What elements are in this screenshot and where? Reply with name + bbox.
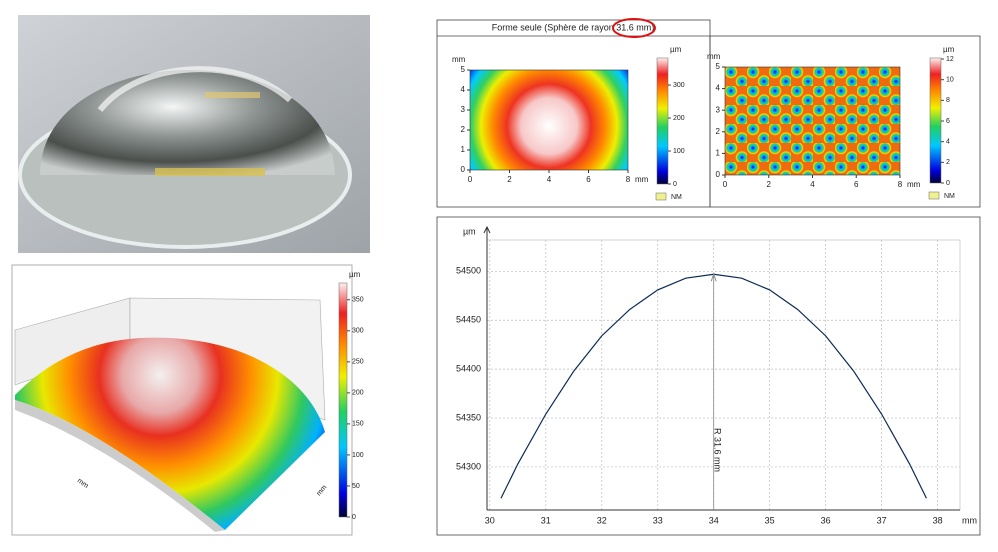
legend-swatch	[655, 192, 667, 201]
y-tick-label: 4	[716, 84, 721, 93]
surface-plot	[11, 264, 353, 536]
x-tick-label: 34	[709, 515, 719, 525]
x-tick-label: 2	[767, 180, 772, 189]
annotation-arrowhead	[710, 272, 717, 282]
colorbar-label: µm	[349, 270, 361, 279]
x-tick-label: 8	[626, 175, 631, 184]
colorbar-tick-label: 100	[673, 148, 685, 155]
y-tick-label: 54350	[456, 412, 481, 422]
x-tick-label: 0	[723, 180, 728, 189]
panel-title: Forme seule (Sphère de rayon 31.6 mm)	[492, 22, 655, 32]
x-tick-label: 32	[597, 515, 607, 525]
colorbar-tick-label: 300	[352, 328, 364, 335]
axis-arrow	[483, 225, 491, 234]
x-tick-label: 6	[854, 180, 859, 189]
colorbar-label: µm	[670, 45, 682, 54]
x-tick-label: 33	[653, 515, 663, 525]
colorbar-tick-label: 150	[352, 421, 364, 428]
colorbar-tick-label: 2	[946, 159, 950, 166]
panel-frame	[709, 35, 981, 208]
x-tick-label: 38	[933, 515, 943, 525]
lens-photo	[18, 15, 370, 253]
y-axis-label: µm	[463, 226, 476, 236]
x-axis-label: mm	[907, 180, 921, 189]
x-tick-label: 37	[877, 515, 887, 525]
colorbar-tick-label: 300	[673, 82, 685, 89]
x-tick-label: 6	[586, 175, 591, 184]
colorbar-tick-label: 12	[946, 56, 954, 63]
legend-label: NM	[944, 193, 955, 200]
y-axis-label: mm	[707, 52, 721, 61]
colorbar-label: µm	[943, 45, 955, 54]
legend-swatch	[928, 191, 940, 200]
colorbar-tick-label: 0	[352, 514, 356, 521]
highlight-circle	[612, 18, 656, 38]
x-tick-label: 30	[485, 515, 495, 525]
colorbar-tick-label: 200	[352, 390, 364, 397]
y-tick-label: 2	[716, 127, 721, 136]
plot-area	[486, 239, 961, 511]
y-tick-label: 1	[716, 149, 721, 158]
colorbar-tick-label: 350	[352, 297, 364, 304]
colorbar-tick-label: 50	[352, 483, 360, 490]
x-tick-label: 36	[821, 515, 831, 525]
annotation: R 31.6 mm	[712, 428, 722, 472]
colorbar-tick-label: 0	[673, 181, 677, 188]
colorbar-tick-label: 250	[352, 359, 364, 366]
y-tick-label: 1	[461, 145, 466, 154]
x-tick-label: 4	[810, 180, 815, 189]
x-tick-label: 8	[898, 180, 903, 189]
y-axis-label: mm	[452, 55, 466, 64]
y-tick-label: 5	[461, 65, 466, 74]
x-axis-label: mm	[962, 515, 977, 525]
x-tick-label: 2	[507, 175, 512, 184]
x-tick-label: 0	[468, 175, 473, 184]
y-tick-label: 3	[716, 105, 721, 114]
y-tick-label: 54500	[456, 266, 481, 276]
y-tick-label: 3	[461, 105, 466, 114]
panel-frame	[436, 216, 981, 536]
y-tick-label: 54300	[456, 461, 481, 471]
y-tick-label: 54400	[456, 364, 481, 374]
heatmap-image	[725, 67, 900, 175]
legend-label: NM	[671, 194, 682, 201]
colorbar	[656, 57, 669, 185]
colorbar-tick-label: 200	[673, 115, 685, 122]
colorbar-tick-label: 8	[946, 97, 950, 104]
colorbar	[338, 282, 348, 518]
x-tick-label: 31	[541, 515, 551, 525]
colorbar-tick-label: 100	[352, 452, 364, 459]
colorbar	[929, 57, 942, 184]
x-tick-label: 4	[547, 175, 552, 184]
y-tick-label: 2	[461, 125, 466, 134]
y-tick-label: 0	[716, 170, 721, 179]
x-axis-label: mm	[635, 175, 649, 184]
heatmap-image	[470, 70, 628, 170]
x-tick-label: 35	[765, 515, 775, 525]
y-tick-label: 54450	[456, 315, 481, 325]
y-tick-label: 5	[716, 62, 721, 71]
colorbar-tick-label: 10	[946, 77, 954, 84]
colorbar-tick-label: 0	[946, 180, 950, 187]
y-tick-label: 0	[461, 165, 466, 174]
y-tick-label: 4	[461, 85, 466, 94]
colorbar-tick-label: 6	[946, 118, 950, 125]
colorbar-tick-label: 4	[946, 139, 950, 146]
